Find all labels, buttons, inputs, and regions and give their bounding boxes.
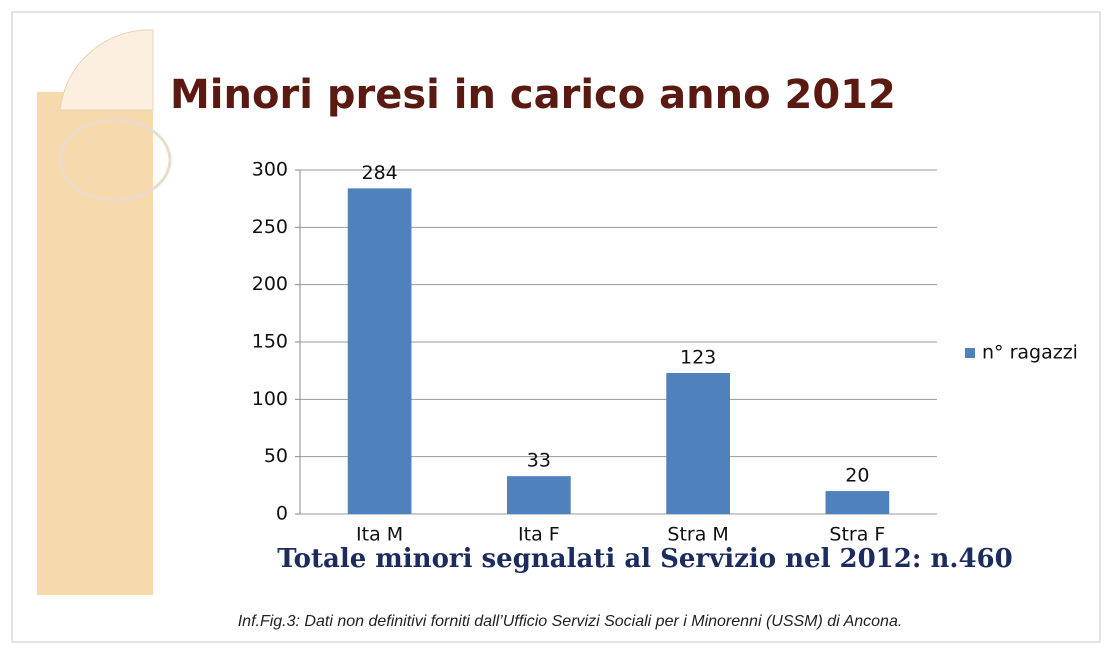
- y-tick-label: 250: [252, 216, 288, 238]
- y-tick-label: 0: [276, 503, 288, 525]
- legend-swatch: [965, 348, 975, 358]
- x-tick-label: Ita F: [518, 524, 560, 546]
- data-label: 123: [680, 346, 716, 368]
- bar: [347, 188, 412, 514]
- y-tick-label: 50: [264, 445, 288, 467]
- y-tick-label: 150: [252, 331, 288, 353]
- data-label: 284: [361, 162, 397, 184]
- caption: Inf.Fig.3: Dati non definitivi forniti d…: [238, 613, 903, 630]
- chart-subtitle: Totale minori segnalati al Servizio nel …: [277, 544, 1013, 574]
- decor-ring: [58, 118, 172, 202]
- bar: [507, 476, 571, 514]
- x-tick-label: Ita M: [356, 524, 403, 546]
- frame: [11, 11, 1101, 643]
- chart-title: Minori presi in carico anno 2012: [170, 72, 896, 118]
- y-tick-label: 100: [252, 388, 288, 410]
- legend-label: n° ragazzi: [982, 342, 1078, 364]
- decor-arc: [59, 29, 154, 111]
- decor-strip: [37, 92, 153, 595]
- y-tick-label: 300: [252, 159, 288, 181]
- data-label: 20: [845, 465, 869, 487]
- bar: [666, 372, 730, 514]
- x-tick-label: Stra M: [667, 524, 728, 546]
- y-tick-label: 200: [252, 273, 288, 295]
- bar: [825, 491, 890, 514]
- data-label: 33: [527, 450, 551, 472]
- x-tick-label: Stra F: [829, 524, 885, 546]
